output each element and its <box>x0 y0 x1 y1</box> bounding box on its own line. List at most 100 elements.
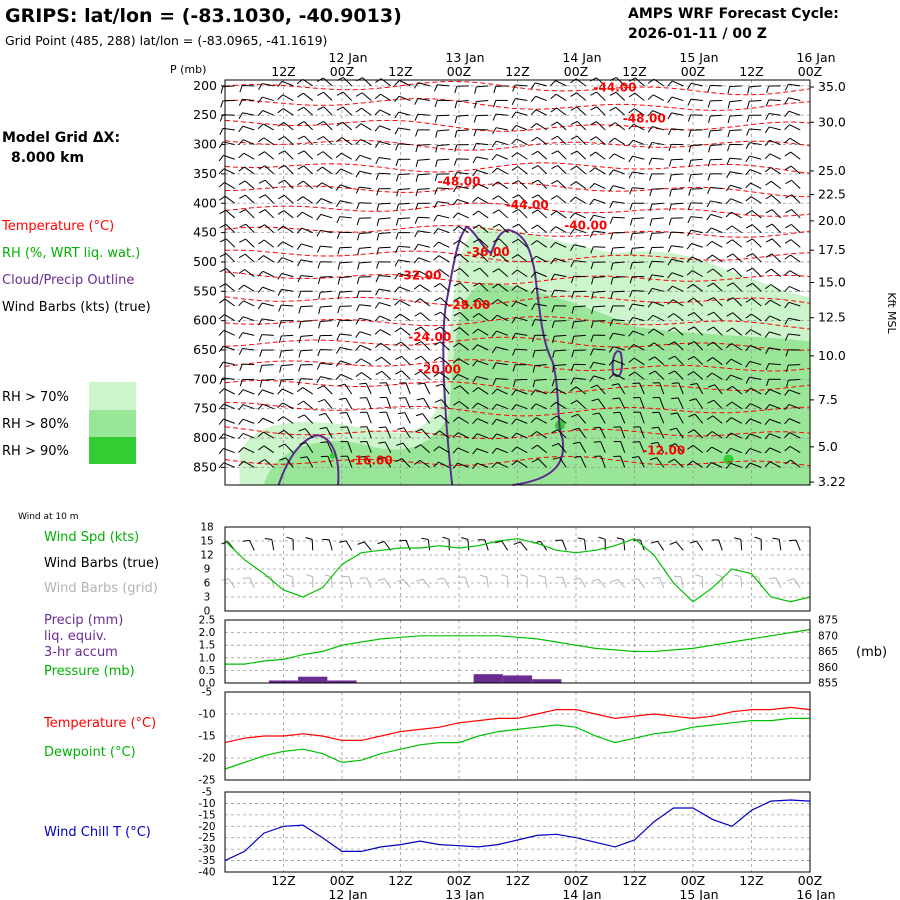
upper-barb-92 <box>258 165 275 175</box>
upper-barb-147 <box>745 196 762 204</box>
upper-barb-233-flag <box>667 285 673 292</box>
upper-barb-112-flag <box>649 173 653 181</box>
upper-barb-424-flag <box>297 92 304 98</box>
isotherm-label-1: -48.00 <box>623 111 666 125</box>
upper-barb-697 <box>355 358 372 366</box>
height-tick-label-2: 25.0 <box>818 163 846 178</box>
upper-barb-702-flag <box>452 358 459 364</box>
top-hour-label-3: 00Z <box>447 64 471 79</box>
temperature-series-label: Temperature (°C) <box>43 716 156 731</box>
surface-barb-grid-26-flag <box>734 574 742 578</box>
upper-barb-346 <box>530 403 547 410</box>
upper-barb-484-staff <box>303 150 314 160</box>
upper-barb-158 <box>376 232 391 241</box>
upper-barb-741-staff <box>639 382 645 395</box>
upper-barb-407 <box>552 456 567 468</box>
surface-barb-true-22-staff <box>657 540 665 551</box>
upper-barb-808-flag <box>764 447 771 454</box>
upper-barb-413-staff <box>674 458 684 468</box>
upper-barb-624 <box>686 270 704 278</box>
upper-barb-256 <box>531 319 547 327</box>
upper-barb-640-flag <box>414 298 421 304</box>
upper-barb-679 <box>590 334 606 342</box>
isotherm-12 <box>224 336 811 351</box>
upper-barb-263 <box>667 313 684 322</box>
upper-barb-280 <box>414 341 431 351</box>
upper-barb-648-flag <box>571 306 575 314</box>
upper-barb-796-staff <box>537 444 548 454</box>
upper-barb-106-flag <box>531 165 539 170</box>
pressure-tick-label-1: 860 <box>818 662 838 674</box>
upper-barb-69-flag <box>395 143 399 151</box>
upper-barb-579-staff <box>398 245 411 248</box>
upper-barb-250 <box>414 312 431 322</box>
upper-barb-165 <box>512 223 528 233</box>
upper-barb-708 <box>570 363 586 372</box>
upper-barb-748-flag <box>764 389 771 396</box>
upper-barb-415 <box>706 462 723 469</box>
upper-barb-624-flag <box>686 270 693 276</box>
upper-barb-322-staff <box>654 370 665 380</box>
forecast-cycle-label: AMPS WRF Forecast Cycle: <box>628 6 839 22</box>
upper-barb-504-flag <box>688 160 692 168</box>
upper-barb-781-flag <box>238 447 244 453</box>
upper-barb-565-flag <box>706 214 712 221</box>
upper-barb-294-flag <box>687 341 695 346</box>
upper-barb-375-flag <box>511 432 517 439</box>
upper-barb-355-staff <box>713 399 723 410</box>
top-hour-label-0: 12Z <box>271 64 295 79</box>
upper-barb-59-staff <box>788 110 801 116</box>
pressure-tick-label-0: 200 <box>193 78 217 93</box>
upper-barb-262-staff <box>652 314 664 322</box>
upper-barb-47 <box>550 107 567 116</box>
upper-barb-414 <box>686 460 704 468</box>
upper-barb-291 <box>628 344 645 351</box>
upper-barb-651-staff <box>632 303 645 307</box>
upper-barb-160-staff <box>417 230 430 234</box>
upper-barb-210-staff <box>225 283 236 292</box>
upper-barb-361-flag <box>238 433 244 440</box>
surface-barb-grid-9 <box>396 578 411 588</box>
upper-barb-117 <box>745 169 762 176</box>
upper-barb-746-flag <box>726 385 733 391</box>
upper-barb-224-staff <box>497 283 509 292</box>
upper-barb-593-flag <box>667 245 672 253</box>
temperature-series <box>224 706 811 770</box>
upper-barb-406-flag <box>531 458 539 463</box>
upper-barb-571-flag <box>239 238 246 243</box>
upper-barb-523-flag <box>472 183 478 190</box>
upper-barb-237-staff <box>752 282 762 292</box>
upper-barb-236-flag <box>726 282 734 287</box>
upper-barb-720 <box>218 388 235 395</box>
upper-barb-673-staff <box>477 328 489 336</box>
upper-barb-235-staff <box>713 282 723 292</box>
upper-barb-644-flag <box>491 299 498 305</box>
upper-barb-43 <box>473 114 489 123</box>
upper-barb-715 <box>706 357 723 366</box>
upper-barb-496-staff <box>537 150 548 160</box>
upper-barb-190-staff <box>418 257 430 263</box>
upper-barb-655-flag <box>707 297 714 302</box>
pressure-tick-label-0: 855 <box>818 678 838 690</box>
upper-barb-171-staff <box>632 232 645 235</box>
upper-barb-611 <box>433 269 450 278</box>
upper-barb-471 <box>628 123 645 131</box>
surface-barb-true-26-staff <box>740 539 743 551</box>
upper-barb-91 <box>238 166 255 175</box>
upper-barb-685 <box>707 326 723 336</box>
upper-barb-206-staff <box>732 253 743 263</box>
upper-barb-589-flag <box>590 246 594 254</box>
upper-barb-67-flag <box>355 139 361 145</box>
upper-barb-258-staff <box>573 320 586 323</box>
upper-barb-515-flag <box>316 182 323 188</box>
upper-barb-55-flag <box>708 115 711 123</box>
upper-barb-465 <box>511 124 528 132</box>
upper-barb-692-staff <box>261 364 274 366</box>
upper-barb-575-staff <box>320 245 333 248</box>
upper-barb-768 <box>571 413 587 424</box>
upper-barb-487-staff <box>359 154 372 160</box>
upper-barb-319 <box>589 375 606 382</box>
upper-barb-216-staff <box>339 290 352 293</box>
upper-barb-341-staff <box>440 399 450 410</box>
upper-barb-288-flag <box>571 350 575 358</box>
